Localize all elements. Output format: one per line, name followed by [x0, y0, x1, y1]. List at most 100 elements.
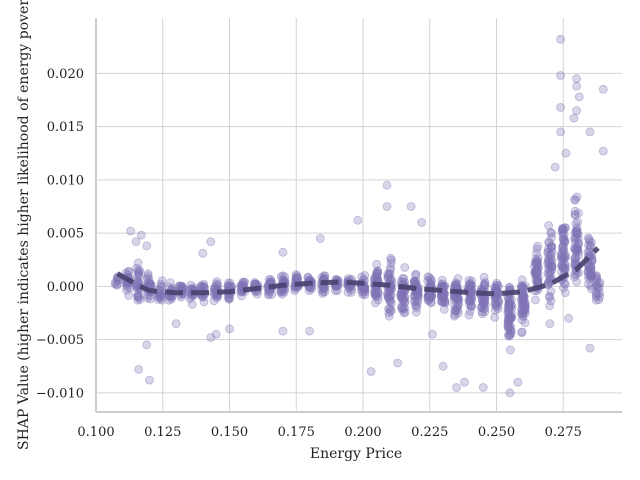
data-point-758	[453, 294, 463, 304]
data-point-1309	[591, 287, 601, 297]
data-point-915	[493, 299, 503, 309]
data-point-617	[396, 292, 406, 302]
data-point-101	[156, 292, 166, 301]
data-point-1199	[557, 262, 567, 272]
data-point-66	[143, 277, 153, 287]
data-point-1122	[546, 261, 556, 271]
data-point-626	[410, 296, 420, 306]
data-point-358	[292, 272, 302, 282]
data-point-1000	[519, 303, 529, 313]
data-point-1038	[517, 275, 527, 285]
x-tick-label-0: 0.100	[77, 425, 114, 440]
data-point-755	[453, 308, 463, 318]
data-point-470	[360, 270, 370, 280]
data-point-653	[410, 277, 419, 286]
data-point-860	[479, 272, 489, 282]
data-point-45	[132, 263, 142, 273]
data-point-1217	[570, 206, 580, 216]
data-point-1260	[584, 264, 594, 274]
data-point-419	[332, 286, 342, 295]
data-point-996	[520, 281, 530, 291]
data-point-1201	[570, 255, 580, 265]
data-point-1130	[543, 255, 553, 265]
data-point-830	[467, 280, 477, 290]
data-point-1137	[547, 265, 557, 275]
data-point-1274	[583, 247, 593, 257]
data-point-974	[506, 313, 516, 323]
data-point-1146	[557, 253, 566, 263]
data-point-150	[185, 294, 195, 304]
data-point-682	[426, 292, 436, 302]
data-point-562	[384, 269, 394, 279]
y-tick-labels: −0.010 −0.005 0.000 0.005 0.010 0.015 0.020	[36, 67, 84, 401]
y-tick-label-5: 0.015	[47, 120, 84, 135]
data-point-840	[464, 296, 474, 306]
data-point-1089	[531, 269, 541, 279]
data-point-901	[492, 286, 502, 295]
data-point-894	[490, 299, 500, 309]
data-point-238	[225, 294, 235, 303]
data-point-1157	[559, 234, 569, 244]
data-point-1198	[560, 279, 570, 289]
data-point-1061	[531, 275, 541, 285]
data-point-98	[157, 276, 167, 286]
data-point-554	[384, 293, 394, 303]
data-point-869	[478, 296, 487, 306]
data-point-1284	[586, 268, 596, 278]
data-point-1018	[518, 296, 528, 306]
data-point-500	[370, 287, 379, 297]
data-point-1062	[533, 241, 542, 251]
data-point-580	[399, 274, 409, 284]
data-point-1185	[556, 250, 566, 260]
data-point-1084	[532, 266, 541, 276]
data-point-102	[155, 292, 165, 302]
data-point-1321	[131, 237, 141, 247]
data-point-1155	[558, 235, 568, 245]
data-point-721	[440, 298, 450, 308]
data-point-1232	[571, 234, 580, 244]
data-point-764	[451, 279, 461, 289]
data-point-1112	[547, 233, 556, 242]
data-point-1294	[586, 270, 596, 280]
data-point-1094	[532, 265, 542, 275]
data-point-89	[144, 277, 154, 287]
data-point-68	[144, 279, 154, 288]
data-point-1016	[517, 280, 526, 290]
data-point-1048	[533, 256, 543, 266]
data-point-43	[135, 271, 144, 281]
data-point-1078	[531, 259, 540, 269]
data-point-1029	[517, 283, 527, 292]
data-point-241	[238, 277, 248, 287]
data-point-90	[156, 294, 166, 303]
data-point-197	[212, 279, 221, 289]
data-point-1178	[558, 232, 568, 241]
data-point-2	[113, 276, 123, 286]
data-point-78	[143, 271, 153, 281]
data-point-1319	[595, 278, 605, 288]
data-point-455	[360, 290, 370, 300]
data-point-1006	[520, 318, 530, 328]
data-point-1248	[571, 227, 580, 237]
data-point-845	[477, 309, 487, 319]
data-point-41	[134, 269, 144, 278]
data-point-1193	[561, 263, 570, 273]
data-point-187	[199, 279, 209, 289]
data-point-1183	[559, 263, 569, 273]
data-point-818	[464, 280, 474, 290]
data-point-655	[410, 291, 420, 301]
data-point-1179	[557, 248, 567, 258]
data-point-955	[503, 301, 513, 311]
data-point-1080	[530, 267, 539, 277]
data-point-1017	[520, 304, 530, 314]
data-point-949	[506, 312, 516, 322]
data-point-210	[209, 296, 219, 306]
data-point-568	[385, 297, 395, 307]
data-point-1212	[571, 219, 581, 228]
data-point-736	[440, 281, 450, 291]
data-point-997	[518, 310, 528, 320]
data-point-834	[467, 276, 477, 286]
data-point-972	[505, 312, 515, 322]
data-point-1244	[570, 238, 580, 248]
data-point-608	[397, 303, 407, 313]
data-point-1102	[547, 258, 557, 268]
